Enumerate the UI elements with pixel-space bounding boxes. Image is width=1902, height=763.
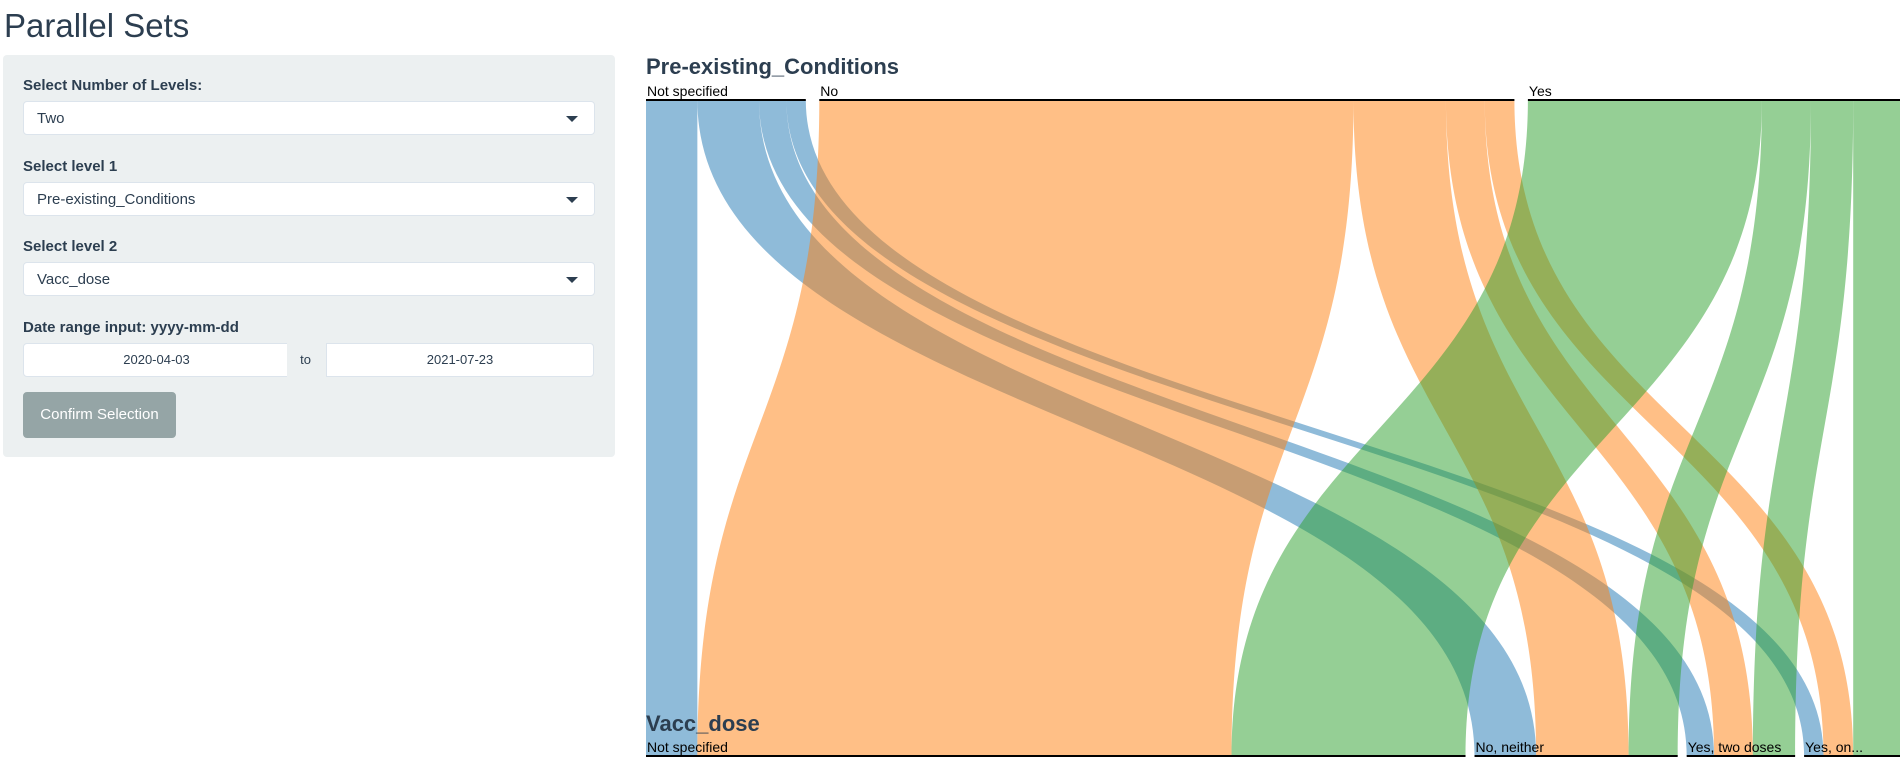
ribbon-yes-to-yes-on: [1853, 100, 1900, 756]
level2-select[interactable]: Vacc_dose: [23, 262, 595, 296]
page-title: Parallel Sets: [4, 7, 190, 44]
levels-select-value: Two: [37, 110, 65, 127]
category-label-yes-two-doses: Yes, two doses: [1688, 739, 1782, 755]
level1-select[interactable]: Pre-existing_Conditions: [23, 182, 595, 216]
date-end-input[interactable]: 2021-07-23: [326, 343, 594, 377]
category-label-no-neither: No, neither: [1476, 739, 1545, 755]
ribbon-yes-to-no-neither: [1628, 100, 1811, 756]
category-label-yes-on: Yes, on...: [1805, 739, 1863, 755]
dimension-title-top: Pre-existing_Conditions: [646, 54, 899, 79]
confirm-selection-button[interactable]: Confirm Selection: [23, 392, 176, 438]
ribbon-not-specified-to-not-specified: [646, 100, 698, 756]
dimension-title-bottom: Vacc_dose: [646, 711, 760, 736]
category-label-no: No: [820, 83, 838, 99]
category-label-not-specified: Not specified: [647, 83, 728, 99]
level1-select-value: Pre-existing_Conditions: [37, 191, 196, 208]
ribbon-not-specified-to-yes-on: [786, 100, 1824, 756]
date-start-input[interactable]: 2020-04-03: [23, 343, 290, 377]
level2-label: Select level 2: [23, 238, 118, 255]
ribbon-yes-to-yes-two-doses: [1752, 100, 1854, 756]
levels-select[interactable]: Two: [23, 101, 595, 135]
category-label-yes: Yes: [1529, 83, 1552, 99]
ribbon-no-to-yes-on: [1484, 100, 1854, 756]
levels-label: Select Number of Levels:: [23, 77, 203, 94]
date-range-label: Date range input: yyyy-mm-dd: [23, 319, 239, 336]
level2-select-value: Vacc_dose: [37, 271, 111, 288]
level1-label: Select level 1: [23, 158, 118, 175]
ribbon-no-to-not-specified: [697, 100, 1354, 756]
date-range-separator: to: [287, 343, 324, 377]
ribbons-group: [646, 100, 1900, 756]
category-label-not-specified: Not specified: [647, 739, 728, 755]
ribbon-yes-to-not-specified: [1231, 100, 1762, 756]
chevron-down-icon: [566, 197, 578, 203]
chevron-down-icon: [566, 116, 578, 122]
sidebar-panel: Select Number of Levels: Two Select leve…: [3, 55, 615, 457]
chevron-down-icon: [566, 277, 578, 283]
